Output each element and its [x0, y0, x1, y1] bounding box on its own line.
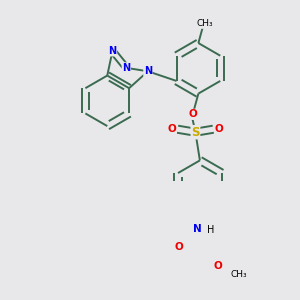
Text: O: O: [215, 124, 224, 134]
Text: O: O: [213, 261, 222, 271]
Text: H: H: [207, 225, 214, 235]
Text: O: O: [175, 242, 184, 252]
Text: N: N: [193, 224, 201, 234]
Text: S: S: [191, 126, 200, 139]
Text: N: N: [144, 66, 152, 76]
Text: N: N: [122, 63, 130, 73]
Text: CH₃: CH₃: [196, 19, 213, 28]
Text: O: O: [167, 124, 176, 134]
Text: CH₃: CH₃: [230, 270, 247, 279]
Text: N: N: [108, 46, 117, 56]
Text: O: O: [188, 110, 197, 119]
